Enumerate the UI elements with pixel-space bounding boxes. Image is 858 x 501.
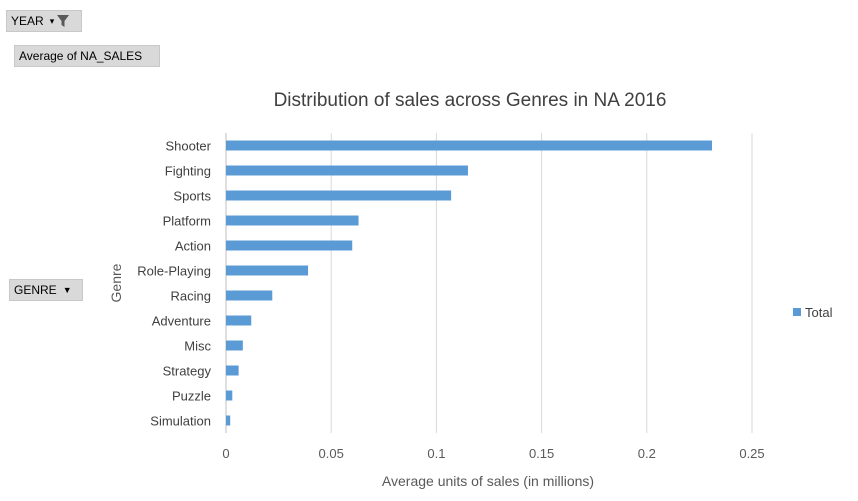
x-tick-label: 0	[222, 446, 229, 461]
category-label: Strategy	[163, 364, 212, 379]
filter-funnel-icon	[56, 14, 70, 28]
category-label: Adventure	[152, 314, 211, 329]
chart-title: Distribution of sales across Genres in N…	[274, 90, 667, 111]
bar-strategy	[226, 365, 239, 376]
legend-swatch	[793, 308, 801, 316]
category-label: Platform	[163, 214, 211, 229]
bar-puzzle	[226, 390, 233, 401]
category-label: Sports	[173, 189, 211, 204]
x-tick-label: 0.05	[319, 446, 344, 461]
year-filter-label: YEAR	[11, 14, 44, 28]
bar-racing	[226, 290, 273, 301]
bar-shooter	[226, 140, 713, 151]
category-label: Fighting	[165, 164, 211, 179]
category-label: Role-Playing	[137, 264, 211, 279]
x-tick-label: 0.1	[427, 446, 445, 461]
bar-simulation	[226, 415, 231, 426]
genre-axis-label: GENRE	[14, 283, 57, 297]
legend-label: Total	[805, 305, 833, 320]
category-label: Puzzle	[172, 389, 211, 404]
year-filter-button[interactable]: YEAR ▾	[6, 10, 82, 32]
bar-role-playing	[226, 265, 309, 276]
x-tick-label: 0.15	[529, 446, 554, 461]
bar-fighting	[226, 165, 468, 176]
x-axis-title: Average units of sales (in millions)	[382, 473, 594, 489]
measure-field-label: Average of NA_SALES	[19, 49, 143, 63]
x-tick-label: 0.2	[638, 446, 656, 461]
x-tick-label: 0.25	[739, 446, 764, 461]
category-label: Action	[175, 239, 211, 254]
category-label: Simulation	[150, 414, 211, 429]
y-axis-title: Genre	[108, 263, 124, 302]
bar-action	[226, 240, 353, 251]
measure-field-button[interactable]: Average of NA_SALES	[14, 45, 160, 67]
chart-legend: Total	[793, 305, 833, 320]
dropdown-caret-icon: ▼	[62, 285, 72, 295]
genre-axis-button[interactable]: GENRE ▼	[9, 279, 83, 301]
category-label: Racing	[171, 289, 211, 304]
dropdown-caret-icon: ▾	[49, 15, 55, 26]
bar-platform	[226, 215, 359, 226]
bar-misc	[226, 340, 243, 351]
bar-sports	[226, 190, 452, 201]
category-label: Shooter	[165, 139, 211, 154]
category-label: Misc	[184, 339, 211, 354]
bar-adventure	[226, 315, 252, 326]
